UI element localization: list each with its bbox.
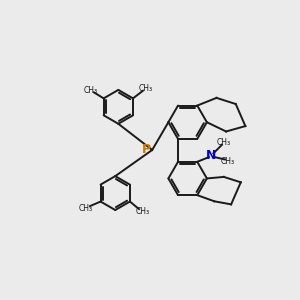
Text: N: N xyxy=(206,149,216,162)
Text: CH₃: CH₃ xyxy=(83,86,98,95)
Text: CH₃: CH₃ xyxy=(135,207,149,216)
Text: P: P xyxy=(142,143,151,156)
Text: CH₃: CH₃ xyxy=(79,204,93,213)
Text: CH₃: CH₃ xyxy=(138,84,152,93)
Text: CH₃: CH₃ xyxy=(221,157,235,166)
Text: CH₃: CH₃ xyxy=(216,138,230,147)
